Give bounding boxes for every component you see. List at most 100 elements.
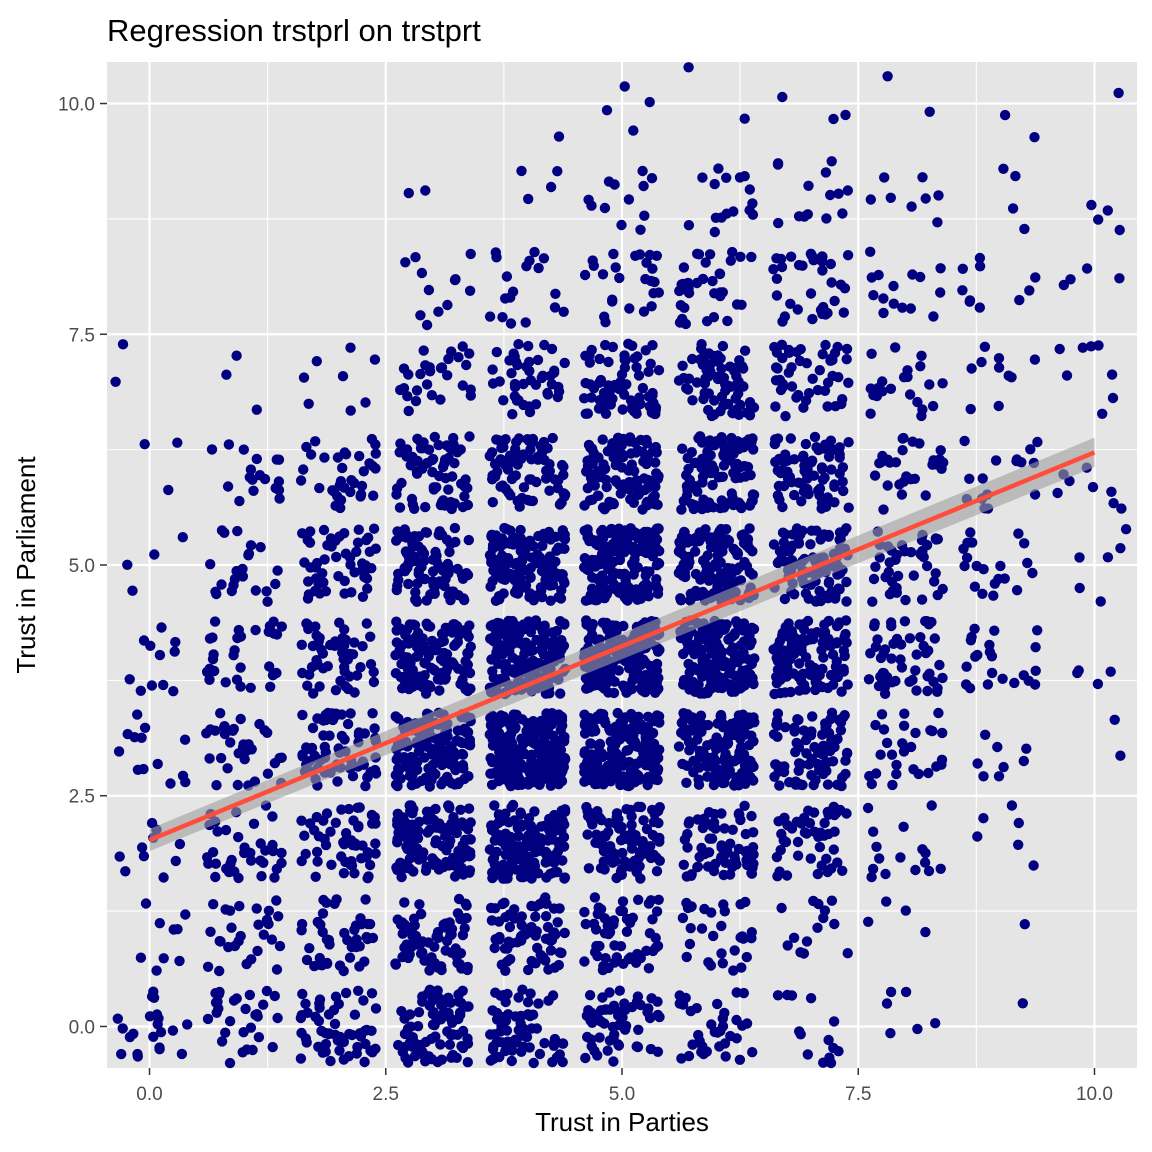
data-point xyxy=(897,433,908,444)
data-point xyxy=(687,740,698,752)
data-point xyxy=(533,748,544,759)
data-point xyxy=(641,945,652,956)
data-point xyxy=(716,808,727,819)
data-point xyxy=(713,530,724,541)
data-point xyxy=(412,578,423,589)
data-point xyxy=(349,637,360,648)
data-point xyxy=(340,548,352,559)
data-point xyxy=(719,823,730,834)
data-point xyxy=(617,1012,628,1023)
data-point xyxy=(800,438,812,450)
data-point xyxy=(624,303,635,314)
data-point xyxy=(420,865,432,876)
data-point xyxy=(800,588,812,599)
data-point xyxy=(691,277,703,289)
data-point xyxy=(256,871,267,882)
data-point xyxy=(652,1046,664,1058)
data-point xyxy=(426,771,438,783)
data-point xyxy=(449,619,460,630)
data-point xyxy=(359,1056,370,1068)
data-point xyxy=(209,616,221,627)
data-point xyxy=(533,998,544,1009)
data-point xyxy=(736,676,748,687)
data-point xyxy=(738,381,749,392)
data-point xyxy=(138,763,149,775)
data-point xyxy=(267,811,278,822)
data-point xyxy=(117,339,129,350)
data-point xyxy=(435,674,446,685)
data-point xyxy=(271,895,282,906)
data-point xyxy=(632,1041,644,1053)
data-point xyxy=(503,936,514,947)
data-point xyxy=(223,941,234,953)
data-point xyxy=(548,903,560,914)
data-point xyxy=(607,294,618,305)
data-point xyxy=(643,898,655,909)
data-point xyxy=(312,856,323,867)
data-point xyxy=(937,727,948,739)
data-point xyxy=(354,1028,366,1039)
data-point xyxy=(315,919,326,930)
data-point xyxy=(727,824,738,835)
data-point xyxy=(685,923,696,934)
data-point xyxy=(338,868,350,879)
data-point xyxy=(139,439,150,450)
data-point xyxy=(250,585,261,596)
data-point xyxy=(506,858,517,870)
data-point xyxy=(261,985,273,997)
data-point xyxy=(579,956,590,967)
data-point xyxy=(487,539,499,551)
data-point xyxy=(546,343,558,355)
data-point xyxy=(812,485,824,496)
data-point xyxy=(707,648,718,659)
data-point xyxy=(865,408,876,419)
data-point xyxy=(781,665,793,676)
data-point xyxy=(907,674,918,686)
data-point xyxy=(620,525,631,536)
data-point xyxy=(459,481,470,492)
data-point xyxy=(923,767,934,779)
data-point xyxy=(820,718,831,729)
data-point xyxy=(610,262,621,273)
data-point xyxy=(647,914,658,925)
data-point xyxy=(349,1009,361,1020)
data-point xyxy=(417,443,429,454)
data-point xyxy=(304,537,316,548)
data-point xyxy=(228,995,240,1006)
data-point xyxy=(675,564,687,575)
data-point xyxy=(247,474,258,485)
data-point xyxy=(627,772,639,783)
data-point xyxy=(300,998,311,1009)
data-point xyxy=(238,1027,249,1038)
data-point xyxy=(614,823,625,834)
data-point xyxy=(496,759,508,770)
data-point xyxy=(841,747,853,759)
data-point xyxy=(399,524,410,535)
data-point xyxy=(791,737,802,749)
data-point xyxy=(922,685,933,697)
data-point xyxy=(689,546,701,557)
data-point xyxy=(135,952,147,963)
data-point xyxy=(880,868,891,880)
data-point xyxy=(428,580,439,591)
data-point xyxy=(727,246,738,258)
data-point xyxy=(405,760,416,771)
data-point xyxy=(825,258,836,270)
data-point xyxy=(805,853,816,864)
data-point xyxy=(224,1057,236,1069)
data-point xyxy=(345,708,356,719)
data-point xyxy=(429,641,440,652)
data-point xyxy=(449,640,460,651)
data-point xyxy=(400,257,411,268)
data-point xyxy=(500,965,511,976)
data-point xyxy=(532,354,544,366)
data-point xyxy=(581,683,592,694)
data-point xyxy=(609,957,620,968)
data-point xyxy=(619,1024,631,1035)
data-point xyxy=(339,447,350,458)
data-point xyxy=(303,576,314,587)
data-point xyxy=(559,873,570,884)
data-point xyxy=(404,838,415,849)
data-point xyxy=(117,1023,128,1034)
data-point xyxy=(361,534,372,546)
